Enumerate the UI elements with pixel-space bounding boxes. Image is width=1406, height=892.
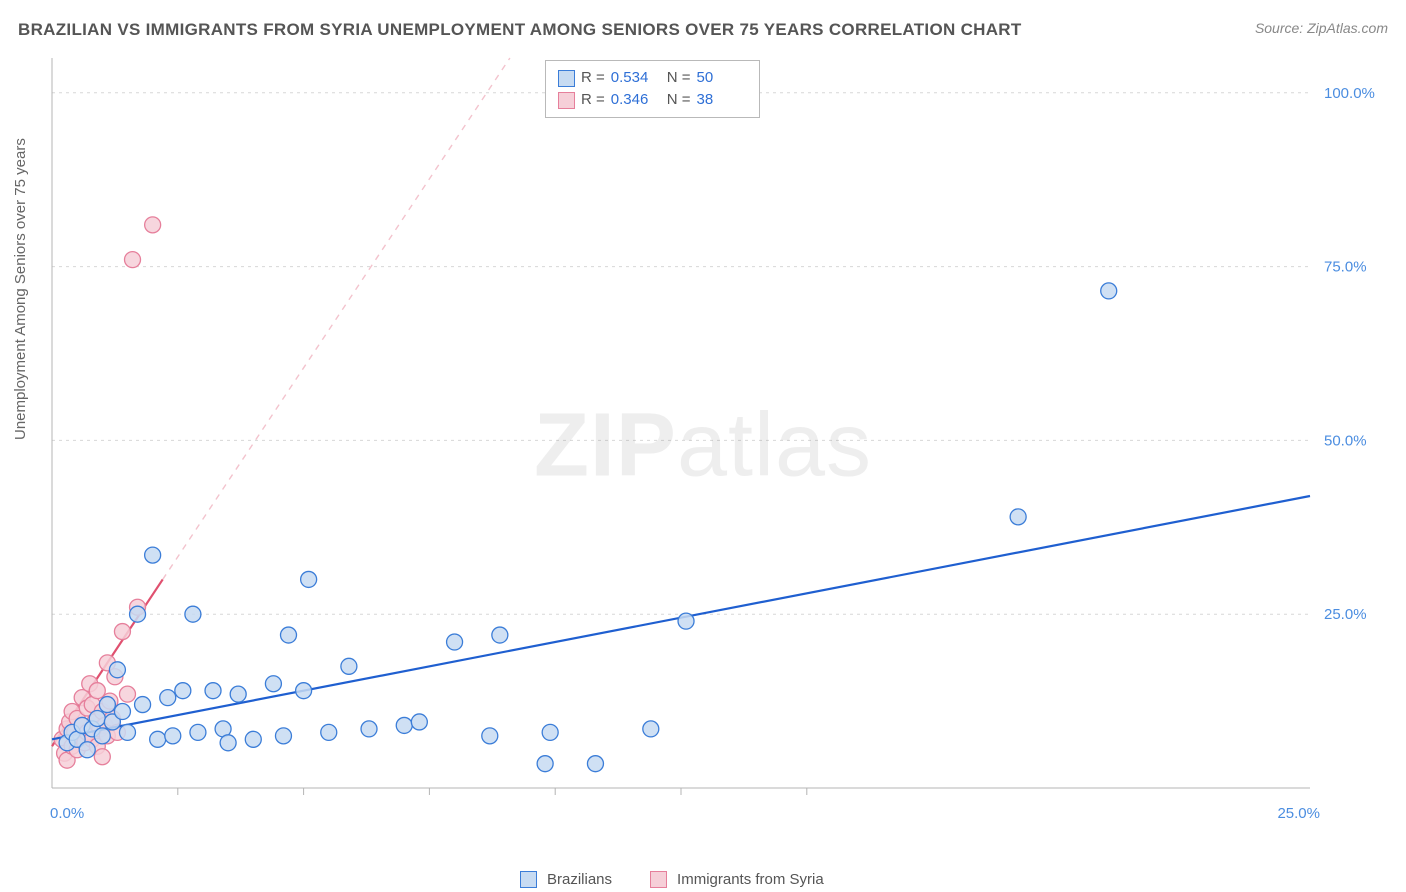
r-label: R = [581, 67, 605, 89]
svg-text:25.0%: 25.0% [1324, 606, 1367, 623]
svg-text:100.0%: 100.0% [1324, 85, 1375, 102]
source-attribution: Source: ZipAtlas.com [1255, 20, 1388, 36]
swatch-pink-icon [558, 92, 575, 109]
y-axis-label: Unemployment Among Seniors over 75 years [12, 138, 29, 440]
r-value-syria: 0.346 [611, 89, 661, 111]
r-label: R = [581, 89, 605, 111]
n-value-brazilians: 50 [697, 67, 747, 89]
legend-label-syria: Immigrants from Syria [677, 871, 824, 888]
scatter-chart-svg: 25.0% 50.0% 75.0% 100.0% 0.0% 25.0% [48, 50, 1388, 830]
correlation-legend: R = 0.534 N = 50 R = 0.346 N = 38 [545, 60, 760, 118]
n-value-syria: 38 [697, 89, 747, 111]
svg-text:50.0%: 50.0% [1324, 432, 1367, 449]
svg-text:0.0%: 0.0% [50, 805, 84, 822]
n-label: N = [667, 67, 691, 89]
legend-row-brazilians: R = 0.534 N = 50 [558, 67, 747, 89]
svg-text:75.0%: 75.0% [1324, 259, 1367, 276]
chart-title: BRAZILIAN VS IMMIGRANTS FROM SYRIA UNEMP… [18, 20, 1022, 40]
r-value-brazilians: 0.534 [611, 67, 661, 89]
legend-label-brazilians: Brazilians [547, 871, 612, 888]
legend-row-syria: R = 0.346 N = 38 [558, 89, 747, 111]
plot-area: 25.0% 50.0% 75.0% 100.0% 0.0% 25.0% [48, 50, 1388, 830]
swatch-blue-icon [520, 871, 537, 888]
n-label: N = [667, 89, 691, 111]
swatch-pink-icon [650, 871, 667, 888]
series-legend: Brazilians Immigrants from Syria [520, 871, 824, 888]
svg-text:25.0%: 25.0% [1277, 805, 1320, 822]
swatch-blue-icon [558, 70, 575, 87]
